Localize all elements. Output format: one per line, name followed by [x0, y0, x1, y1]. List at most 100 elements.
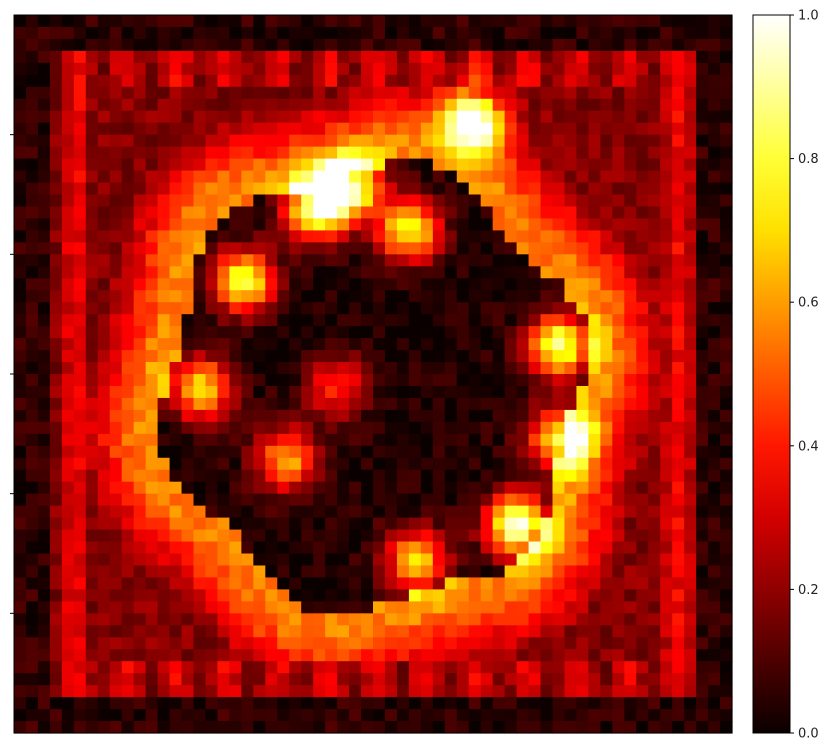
heatmap-cell	[409, 206, 422, 219]
heatmap-cell	[493, 625, 506, 638]
heatmap-cell	[253, 135, 266, 148]
heatmap-cell	[457, 446, 470, 459]
heatmap-cell	[588, 39, 601, 52]
heatmap-cell	[397, 577, 410, 590]
heatmap-cell	[708, 386, 721, 399]
heatmap-cell	[38, 350, 51, 363]
heatmap-cell	[385, 111, 398, 124]
heatmap-cell	[361, 613, 374, 626]
heatmap-cell	[170, 278, 183, 291]
heatmap-cell	[86, 542, 99, 555]
heatmap-cell	[62, 458, 75, 471]
heatmap-cell	[481, 326, 494, 339]
heatmap-cell	[241, 637, 254, 650]
heatmap-cell	[253, 697, 266, 710]
heatmap-cell	[229, 625, 242, 638]
heatmap-cell	[361, 254, 374, 267]
heatmap-cell	[684, 75, 697, 88]
heatmap-cell	[385, 589, 398, 602]
heatmap-cell	[361, 386, 374, 399]
heatmap-cell	[541, 458, 554, 471]
heatmap-cell	[26, 218, 39, 231]
heatmap-cell	[325, 422, 338, 435]
heatmap-cell	[409, 123, 422, 136]
heatmap-cell	[361, 685, 374, 698]
heatmap-cell	[170, 518, 183, 531]
heatmap-cell	[337, 99, 350, 112]
heatmap-cell	[600, 15, 613, 28]
heatmap-cell	[62, 171, 75, 184]
heatmap-cell	[205, 195, 218, 208]
heatmap-cell	[624, 434, 637, 447]
heatmap-cell	[684, 554, 697, 567]
heatmap-cell	[14, 159, 27, 172]
heatmap-cell	[541, 577, 554, 590]
heatmap-cell	[14, 386, 27, 399]
heatmap-cell	[624, 99, 637, 112]
heatmap-cell	[541, 530, 554, 543]
heatmap-cell	[505, 123, 518, 136]
heatmap-cell	[62, 601, 75, 614]
heatmap-cell	[660, 374, 673, 387]
heatmap-cell	[672, 147, 685, 160]
heatmap-cell	[576, 709, 589, 722]
heatmap-cell	[373, 601, 386, 614]
heatmap-cell	[553, 27, 566, 40]
heatmap-cell	[612, 542, 625, 555]
heatmap-cell	[62, 230, 75, 243]
heatmap-cell	[122, 386, 135, 399]
heatmap-cell	[14, 470, 27, 483]
heatmap-cell	[98, 350, 111, 363]
heatmap-cell	[194, 123, 207, 136]
heatmap-cell	[14, 206, 27, 219]
heatmap-cell	[421, 51, 434, 64]
heatmap-cell	[457, 589, 470, 602]
heatmap-cell	[170, 218, 183, 231]
heatmap-cell	[134, 254, 147, 267]
heatmap-cell	[301, 613, 314, 626]
heatmap-cell	[361, 326, 374, 339]
heatmap-cell	[433, 338, 446, 351]
heatmap-cell	[98, 278, 111, 291]
heatmap-cell	[26, 99, 39, 112]
heatmap-cell	[684, 171, 697, 184]
heatmap-cell	[62, 87, 75, 100]
heatmap-cell	[720, 27, 733, 40]
heatmap-cell	[660, 386, 673, 399]
heatmap-cell	[457, 518, 470, 531]
heatmap-cell	[253, 362, 266, 375]
heatmap-cell	[373, 27, 386, 40]
heatmap-cell	[158, 518, 171, 531]
heatmap-cell	[553, 15, 566, 28]
heatmap-cell	[289, 446, 302, 459]
heatmap-cell	[301, 254, 314, 267]
heatmap-cell	[361, 230, 374, 243]
heatmap-cell	[229, 601, 242, 614]
heatmap-cell	[349, 338, 362, 351]
heatmap-cell	[421, 685, 434, 698]
heatmap-cell	[301, 506, 314, 519]
heatmap-cell	[277, 15, 290, 28]
heatmap-cell	[373, 171, 386, 184]
heatmap-cell	[62, 314, 75, 327]
heatmap-cell	[301, 709, 314, 722]
heatmap-cell	[50, 206, 63, 219]
heatmap-cell	[110, 63, 123, 76]
heatmap-cell	[217, 338, 230, 351]
heatmap-cell	[74, 51, 87, 64]
heatmap-cell	[361, 135, 374, 148]
heatmap-cell	[696, 386, 709, 399]
heatmap-cell	[409, 171, 422, 184]
heatmap-cell	[612, 697, 625, 710]
heatmap-cell	[588, 374, 601, 387]
heatmap-cell	[517, 446, 530, 459]
heatmap-cell	[313, 386, 326, 399]
heatmap-cell	[182, 554, 195, 567]
heatmap-cell	[612, 530, 625, 543]
heatmap-cell	[660, 254, 673, 267]
heatmap-cell	[194, 506, 207, 519]
heatmap-cell	[600, 577, 613, 590]
heatmap-cell	[158, 183, 171, 196]
heatmap-cell	[361, 410, 374, 423]
heatmap-cell	[14, 446, 27, 459]
